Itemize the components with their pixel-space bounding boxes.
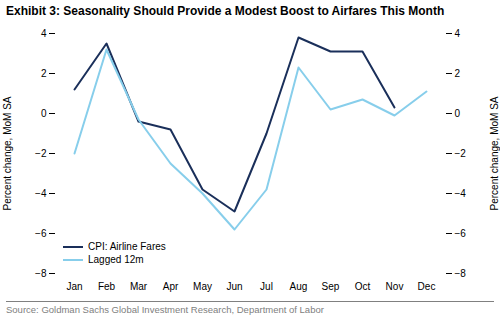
html-text:Exhibit 3: Seasonality Should: Exhibit 3: Seasonality Should Provide a … [6, 4, 445, 18]
svg-text:Jun: Jun [226, 281, 242, 292]
svg-text:2: 2 [455, 68, 461, 79]
svg-text:−4: −4 [35, 188, 47, 199]
svg-text:0: 0 [41, 108, 47, 119]
html-text:Source: Goldman Sachs Global I: Source: Goldman Sachs Global Investment … [6, 304, 324, 315]
html-text:Lagged 12m: Lagged 12m [88, 254, 144, 265]
svg-text:0: 0 [455, 108, 461, 119]
svg-text:Apr: Apr [163, 281, 179, 292]
svg-text:−4: −4 [455, 188, 467, 199]
svg-text:Oct: Oct [355, 281, 371, 292]
svg-text:2: 2 [41, 68, 47, 79]
svg-text:Feb: Feb [98, 281, 116, 292]
svg-text:Jan: Jan [66, 281, 82, 292]
svg-text:Sep: Sep [322, 281, 340, 292]
svg-text:−6: −6 [455, 228, 467, 239]
svg-text:Aug: Aug [290, 281, 308, 292]
svg-text:Percent change, MoM SA: Percent change, MoM SA [489, 96, 500, 210]
svg-text:Dec: Dec [418, 281, 436, 292]
svg-text:−2: −2 [455, 148, 467, 159]
svg-text:−6: −6 [35, 228, 47, 239]
svg-text:Jul: Jul [260, 281, 273, 292]
svg-text:−8: −8 [35, 268, 47, 279]
svg-text:4: 4 [41, 28, 47, 39]
html-text:CPI: Airline Fares: CPI: Airline Fares [88, 241, 166, 252]
svg-text:−2: −2 [35, 148, 47, 159]
svg-text:4: 4 [455, 28, 461, 39]
svg-text:Mar: Mar [130, 281, 148, 292]
svg-text:−8: −8 [455, 268, 467, 279]
svg-text:Percent change, MoM SA: Percent change, MoM SA [2, 96, 13, 210]
svg-text:Nov: Nov [386, 281, 404, 292]
svg-text:May: May [193, 281, 212, 292]
